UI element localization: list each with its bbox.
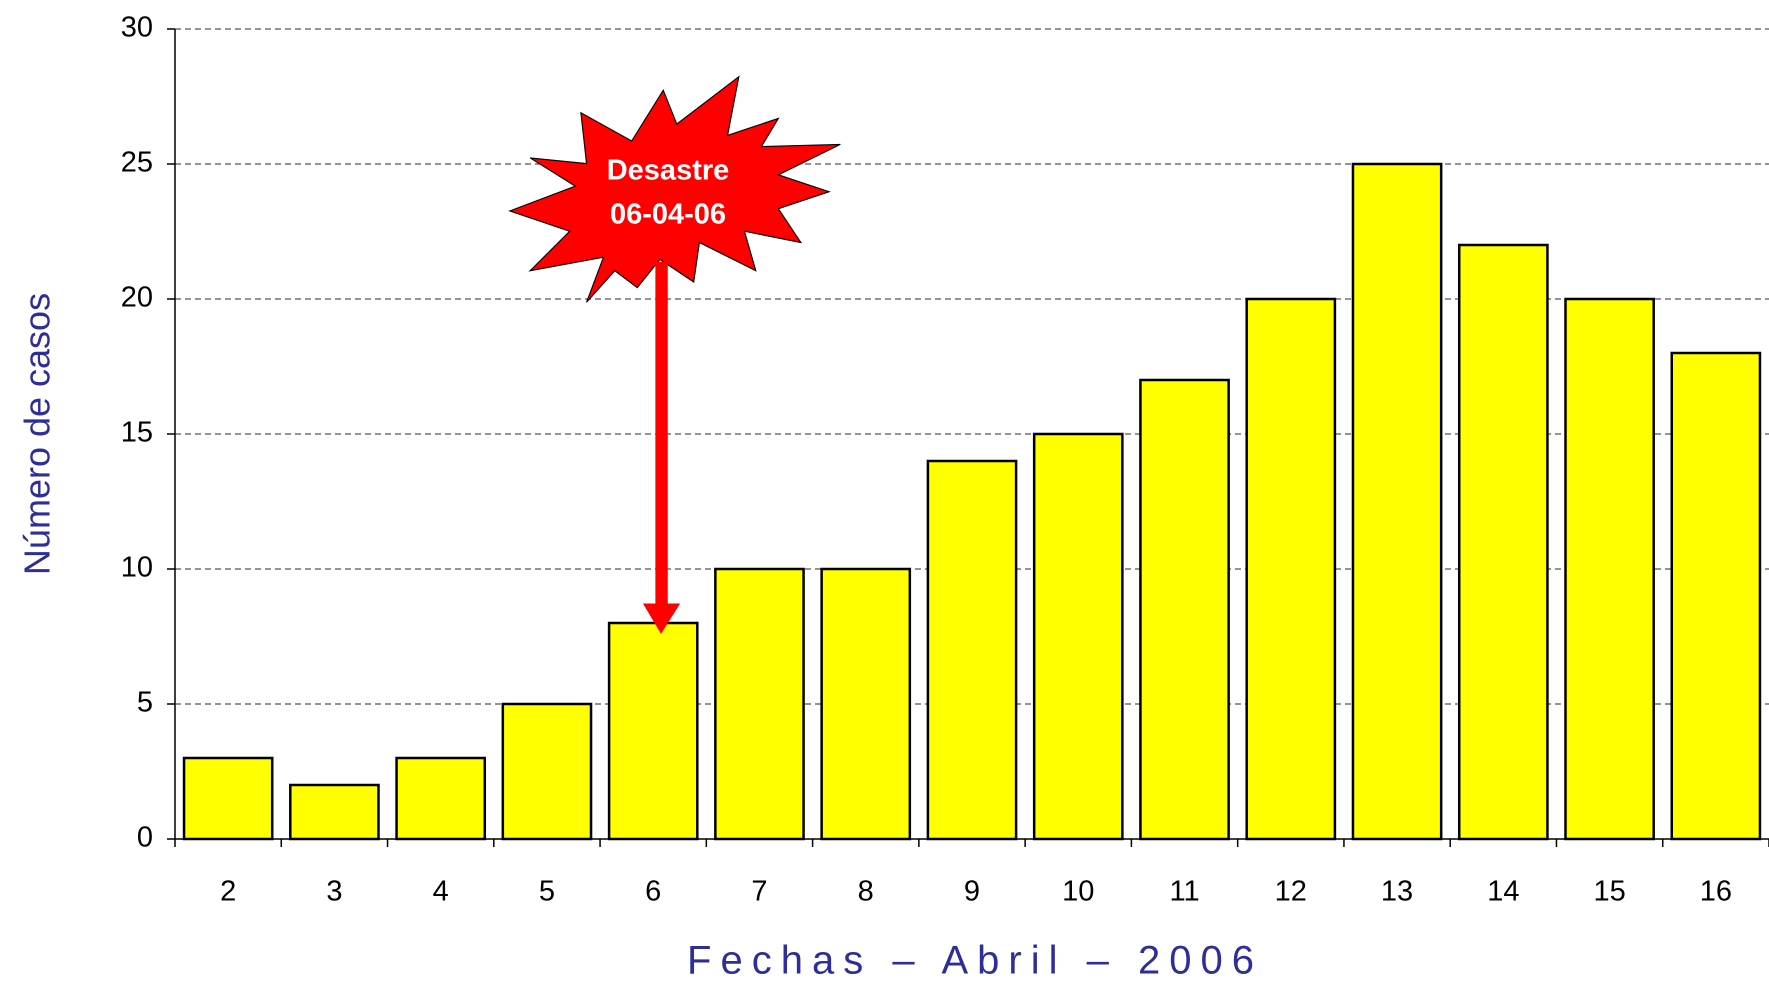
y-tick-label: 0 [137,822,153,854]
x-tick-label: 11 [1169,876,1199,908]
x-tick-label: 13 [1381,876,1413,908]
y-tick-label: 5 [137,687,153,719]
bar [1457,243,1549,841]
bar [289,783,380,841]
x-tick-label: 10 [1062,876,1094,908]
arrow-shaft [655,261,668,606]
y-tick-label: 15 [121,417,153,449]
y-tick-label: 25 [121,147,153,179]
x-tick-label: 7 [751,876,767,908]
burst [508,75,841,303]
bar [395,756,487,841]
y-axis-label: Número de casos [17,293,58,575]
bar [926,459,1018,841]
bar [501,702,593,841]
annotation: Desastre 06-04-06 [508,75,841,634]
x-tick-label: 16 [1700,876,1732,908]
annotation-line: 06-04-06 [610,199,726,231]
x-tick-label: 14 [1487,876,1519,908]
bar [1245,297,1337,841]
x-tick-label: 9 [964,876,980,908]
bar [1032,432,1124,841]
bar [820,567,912,841]
x-tick-label: 15 [1593,876,1625,908]
bar [182,756,274,841]
bar [1351,162,1443,841]
bar [1670,351,1762,841]
bar [1139,378,1230,841]
x-tick-label: 3 [326,876,342,908]
annotation-line: Desastre [607,155,730,187]
bar [714,567,805,841]
x-tick-label: 2 [220,876,236,908]
bar [607,621,699,841]
y-tick-label: 20 [121,282,153,314]
y-tick-label: 30 [121,12,153,44]
arrow-head [642,603,681,634]
x-axis-label: Fechas – Abril – 2006 [687,939,1263,983]
y-tick-label: 10 [121,552,153,584]
x-tick-label: 4 [433,876,449,908]
bar [1564,297,1655,841]
x-tick-label: 6 [645,876,661,908]
x-tick-label: 12 [1275,876,1307,908]
x-tick-label: 8 [858,876,874,908]
x-tick-label: 5 [539,876,555,908]
